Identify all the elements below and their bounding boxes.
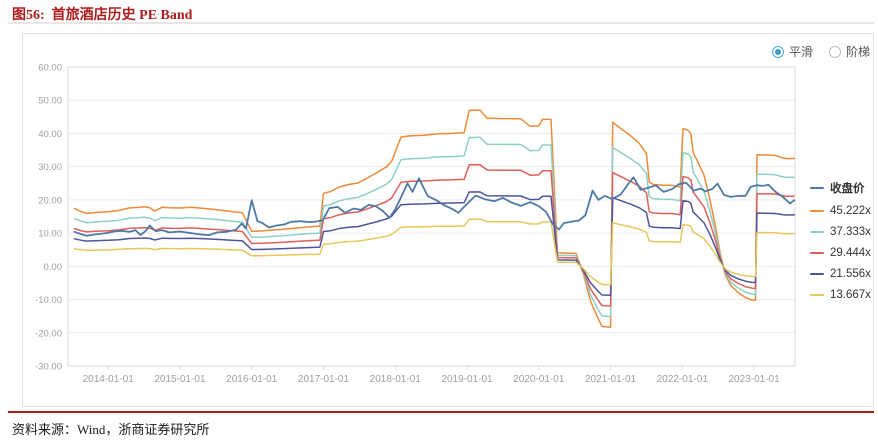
x-axis-label: 2020-01-01 — [513, 374, 565, 385]
legend-swatch-icon — [810, 293, 824, 297]
legend-label: 13.667x — [830, 289, 871, 301]
line-style-toggle: 平滑 阶梯 — [772, 43, 870, 60]
band-line-45.222x — [73, 109, 796, 328]
legend-label: 21.556x — [830, 268, 871, 280]
x-axis-label: 2018-01-01 — [370, 374, 422, 385]
x-axis-label: 2021-01-01 — [585, 374, 637, 385]
band-line-21.556x — [73, 191, 796, 297]
legend-swatch-icon — [810, 230, 824, 234]
y-axis-label: 40.00 — [38, 129, 62, 140]
legend-swatch-icon — [810, 186, 824, 190]
radio-step[interactable]: 阶梯 — [829, 43, 870, 60]
footer-divider — [8, 411, 874, 413]
legend-label: 37.333x — [830, 226, 871, 238]
y-axis-label: -10.00 — [35, 295, 62, 306]
legend-swatch-icon — [810, 251, 824, 255]
band-line-29.444x — [73, 163, 796, 307]
plot-border — [67, 66, 796, 367]
y-axis-label: 50.00 — [38, 96, 62, 107]
y-axis-label: 60.00 — [38, 63, 62, 74]
x-axis-label: 2015-01-01 — [154, 374, 206, 385]
source-note: 资料来源：Wind，浙商证券研究所 — [12, 422, 210, 437]
legend-item-45.222x[interactable]: 45.222x — [810, 205, 871, 217]
chart-card — [22, 33, 874, 407]
radio-unselected-icon[interactable] — [829, 45, 842, 58]
chart-legend: 收盘价 45.222x 37.333x 29.444x 21.556x 13.667x — [810, 180, 871, 301]
legend-label: 45.222x — [830, 205, 871, 217]
legend-swatch-icon — [810, 272, 824, 276]
radio-step-label: 阶梯 — [846, 45, 871, 59]
x-axis-label: 2019-01-01 — [441, 374, 493, 385]
x-axis-label: 2023-01-01 — [729, 374, 781, 385]
band-line-37.333x — [73, 136, 796, 318]
x-axis-label: 2017-01-01 — [298, 374, 350, 385]
figure-title: 图56: 首旅酒店历史 PE Band — [12, 8, 193, 23]
legend-swatch-icon — [810, 209, 824, 213]
x-axis-label: 2022-01-01 — [657, 374, 709, 385]
legend-label: 29.444x — [830, 247, 871, 259]
legend-item-21.556x[interactable]: 21.556x — [810, 268, 871, 280]
legend-label: 收盘价 — [830, 183, 865, 195]
radio-smooth-label: 平滑 — [789, 45, 814, 59]
pe-band-chart: 60.00 50.00 40.00 30.00 20.00 10.00 0.00 -10.00… — [35, 63, 796, 385]
y-axis-label: 30.00 — [38, 162, 62, 173]
legend-item-29.444x[interactable]: 29.444x — [810, 247, 871, 259]
x-axis-label: 2016-01-01 — [226, 374, 278, 385]
band-line-13.667x — [73, 218, 796, 286]
radio-smooth[interactable]: 平滑 — [772, 43, 813, 60]
legend-item-13.667x[interactable]: 13.667x — [810, 289, 871, 301]
y-axis-label: 0.00 — [44, 262, 63, 273]
x-axis-label: 2014-01-01 — [83, 374, 135, 385]
radio-selected-icon[interactable] — [772, 45, 784, 58]
y-axis-label: 20.00 — [38, 195, 62, 206]
title-divider — [8, 22, 874, 24]
legend-item-37.333x[interactable]: 37.333x — [810, 226, 871, 238]
y-axis-label: -30.00 — [35, 362, 62, 373]
close-price-line — [73, 176, 796, 237]
legend-item-收盘价[interactable]: 收盘价 — [810, 180, 871, 196]
y-axis-label: -20.00 — [35, 328, 62, 339]
y-axis-label: 10.00 — [38, 229, 62, 240]
